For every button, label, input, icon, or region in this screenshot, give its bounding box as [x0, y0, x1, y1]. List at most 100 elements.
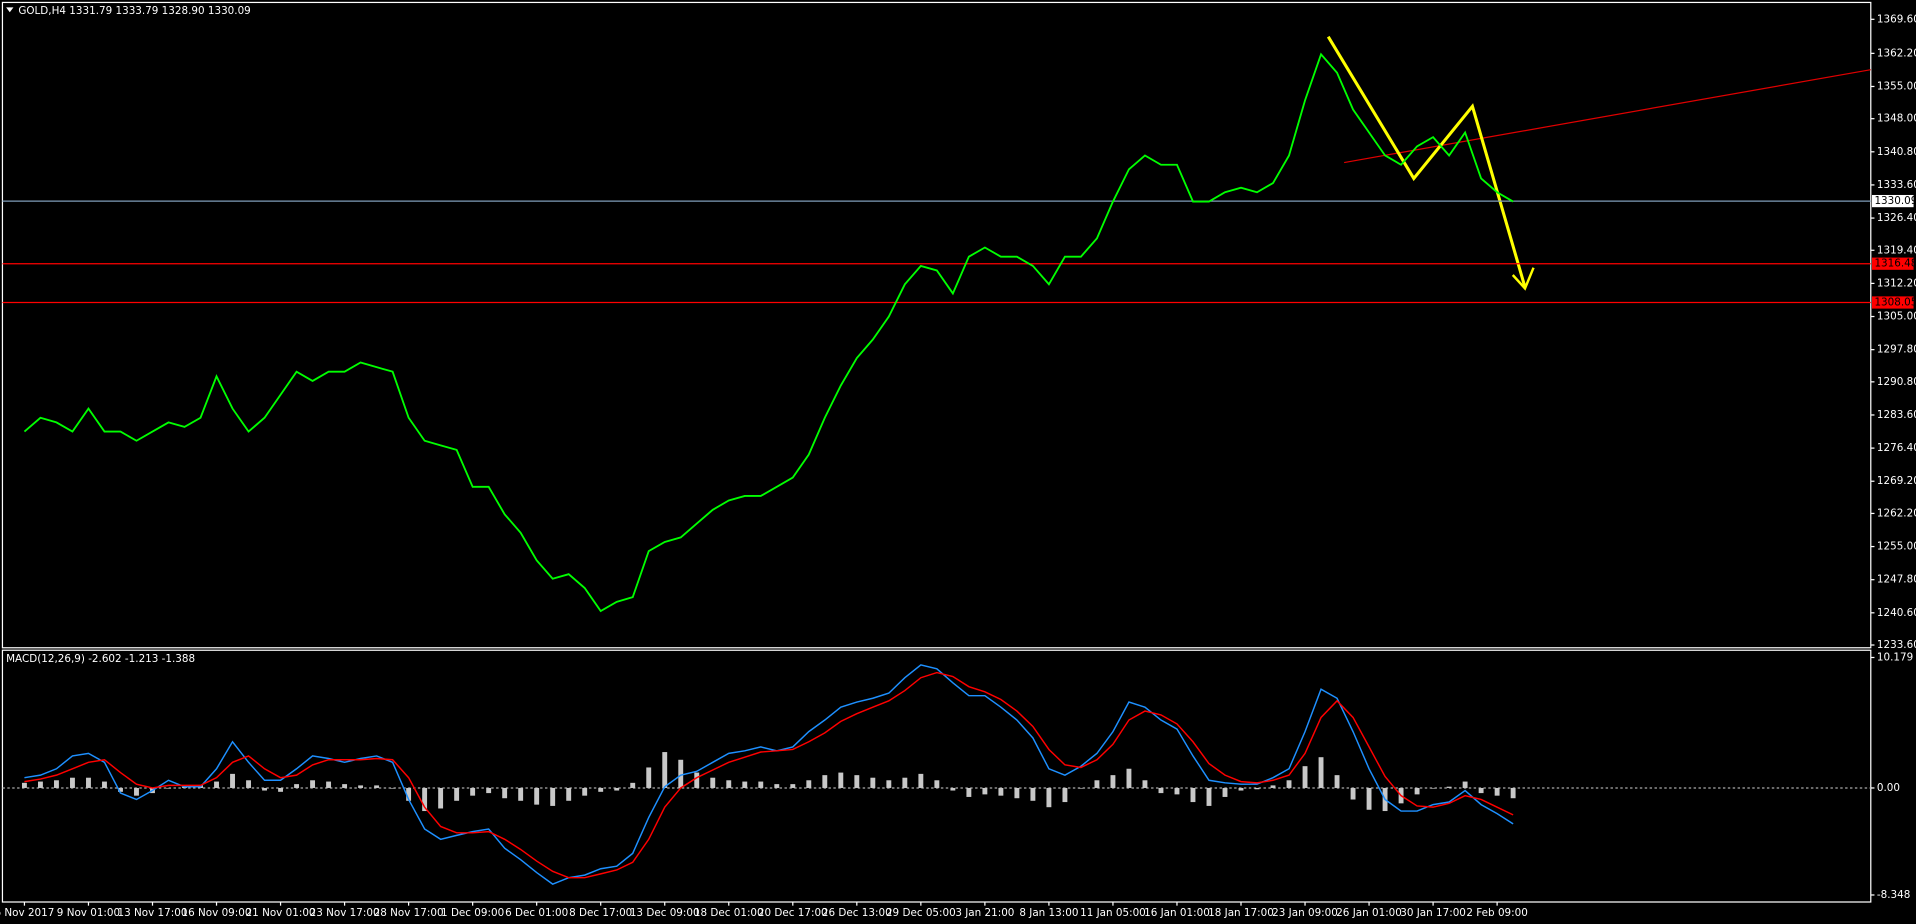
histogram-bar — [102, 781, 107, 788]
macd-title: MACD(12,26,9) -2.602 -1.213 -1.388 — [6, 653, 195, 665]
histogram-bar — [678, 759, 684, 788]
histogram-bar — [438, 787, 444, 809]
x-tick-label: 26 Jan 01:00 — [1336, 907, 1402, 919]
histogram-bar — [214, 781, 219, 788]
histogram-bar — [262, 787, 267, 791]
x-tick-label: 16 Nov 09:00 — [182, 907, 252, 919]
menu-triangle — [6, 7, 14, 13]
x-tick-label: 23 Nov 17:00 — [310, 907, 380, 919]
histogram-bar — [902, 777, 908, 788]
histogram-bar — [166, 787, 171, 789]
histogram-bar — [1478, 787, 1484, 794]
histogram-bar — [502, 787, 508, 799]
histogram-bar — [1046, 787, 1052, 808]
histogram-bar — [1110, 775, 1116, 788]
y-tick-label: 1369.60 — [1877, 13, 1916, 25]
y-tick-label: 1340.80 — [1877, 146, 1916, 158]
histogram-bar — [934, 780, 940, 788]
histogram-bar — [54, 780, 59, 788]
histogram-bar — [358, 785, 364, 788]
histogram-bar — [1174, 787, 1180, 795]
histogram-bar — [982, 787, 988, 795]
y-tick-label: 1362.20 — [1877, 47, 1916, 59]
histogram-bar — [454, 787, 460, 801]
histogram-bar — [390, 787, 396, 789]
y-tick-label: 10.179 — [1877, 651, 1913, 663]
histogram-bar — [870, 777, 876, 788]
histogram-bar — [1494, 787, 1500, 796]
y-tick-label: 1283.60 — [1877, 409, 1916, 421]
histogram-bar — [1142, 780, 1148, 788]
y-tick-label: 1240.60 — [1877, 607, 1916, 619]
histogram-bar — [294, 784, 300, 788]
y-tick-label: 1333.60 — [1877, 179, 1916, 191]
histogram-bar — [1014, 787, 1020, 799]
level-label: 1330.09 — [1874, 195, 1916, 207]
y-tick-label: 1276.40 — [1877, 442, 1916, 454]
level-label: 1316.48 — [1874, 258, 1916, 270]
histogram-bar — [406, 787, 412, 801]
histogram-bar — [21, 782, 27, 788]
macd-frame — [1, 649, 1872, 903]
x-tick-label: 20 Dec 17:00 — [758, 907, 828, 919]
y-tick-label: 1326.40 — [1877, 212, 1916, 224]
level-label-box — [1872, 194, 1914, 208]
histogram-bar — [1270, 785, 1276, 788]
histogram-bar — [278, 787, 284, 792]
histogram-bar — [614, 787, 620, 791]
histogram-bar — [806, 780, 812, 788]
histogram-bar — [1190, 787, 1196, 803]
histogram-bar — [598, 787, 604, 792]
histogram-bar — [1254, 787, 1260, 790]
y-tick-label: 0.00 — [1877, 782, 1900, 794]
arrow-head — [1511, 267, 1535, 291]
histogram-bar — [566, 787, 572, 801]
histogram-bar — [1094, 780, 1100, 788]
pattern-drawing — [1326, 35, 1527, 288]
histogram-bar — [646, 767, 652, 788]
histogram-bar — [774, 784, 780, 788]
histogram-bar — [246, 780, 251, 788]
histogram-bar — [1318, 757, 1324, 788]
histogram-bar — [854, 775, 860, 788]
histogram-bar — [1222, 787, 1228, 797]
chart-title: GOLD,H4 1331.79 1333.79 1328.90 1330.09 — [18, 5, 250, 17]
y-tick-label: 1348.00 — [1877, 113, 1916, 125]
histogram-bar — [1414, 787, 1420, 795]
histogram-bar — [838, 772, 844, 788]
x-tick-label: 8 Dec 17:00 — [569, 907, 632, 919]
histogram-bar — [966, 787, 972, 797]
y-tick-label: 1255.00 — [1877, 541, 1916, 553]
y-tick-label: 1319.40 — [1877, 244, 1916, 256]
x-tick-label: 29 Dec 05:00 — [886, 907, 956, 919]
histogram-bar — [1446, 786, 1452, 788]
histogram-bar — [1366, 787, 1372, 810]
histogram-bar — [918, 773, 924, 788]
histogram-bar — [758, 781, 764, 788]
histogram-bar — [1078, 787, 1084, 789]
x-tick-label: 16 Jan 01:00 — [1144, 907, 1210, 919]
x-tick-label: 3 Jan 21:00 — [955, 907, 1014, 919]
y-tick-label: 1262.20 — [1877, 507, 1916, 519]
x-tick-label: 18 Jan 17:00 — [1208, 907, 1274, 919]
trend-line — [1344, 69, 1871, 164]
histogram-bar — [310, 780, 316, 788]
histogram-bar — [342, 784, 348, 788]
histogram-bar — [550, 787, 556, 806]
x-tick-label: 28 Nov 17:00 — [374, 907, 444, 919]
level-label-box — [1872, 296, 1914, 309]
histogram-bar — [726, 780, 732, 788]
x-tick-label: 26 Dec 13:00 — [822, 907, 892, 919]
histogram-bar — [230, 773, 235, 788]
x-tick-label: 8 Jan 13:00 — [1019, 907, 1078, 919]
y-tick-label: 1305.00 — [1877, 311, 1916, 323]
x-tick-label: 2 Feb 09:00 — [1466, 907, 1527, 919]
y-tick-label: 1269.20 — [1877, 475, 1916, 487]
x-tick-label: 21 Nov 01:00 — [246, 907, 316, 919]
histogram-bar — [886, 780, 892, 788]
histogram-bar — [1430, 787, 1436, 789]
histogram-bar — [1030, 787, 1036, 801]
